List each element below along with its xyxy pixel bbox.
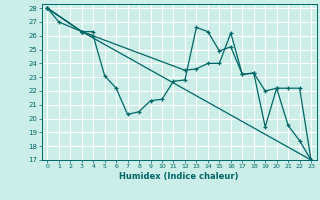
X-axis label: Humidex (Indice chaleur): Humidex (Indice chaleur) xyxy=(119,172,239,181)
